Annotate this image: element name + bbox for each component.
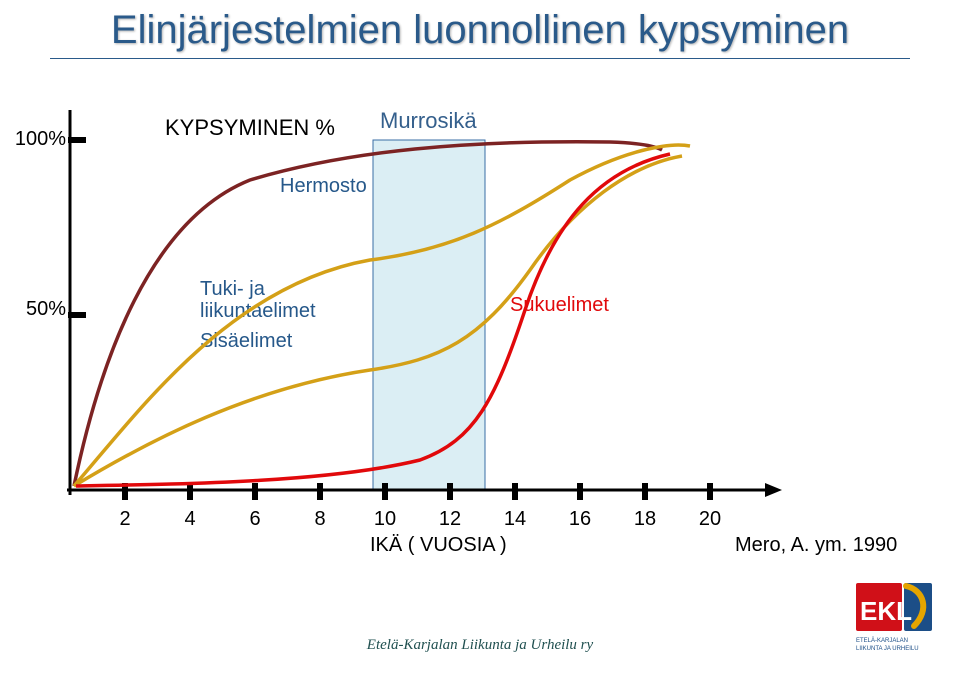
murros-box (373, 140, 485, 490)
xtick-12: 12 (435, 508, 465, 531)
svg-text:ETELÄ-KARJALAN: ETELÄ-KARJALAN (856, 637, 908, 644)
xtick-4: 4 (175, 508, 205, 531)
xtick-8: 8 (305, 508, 335, 531)
xtick-20: 20 (695, 508, 725, 531)
y-label-100: 100% (6, 128, 66, 151)
xtick-6: 6 (240, 508, 270, 531)
chart-svg (70, 110, 830, 530)
x-axis-arrow (765, 483, 782, 497)
footer-text: Etelä-Karjalan Liikunta ja Urheilu ry (0, 637, 960, 654)
y-label-50: 50% (6, 298, 66, 321)
svg-text:LIIKUNTA JA URHEILU: LIIKUNTA JA URHEILU (856, 646, 919, 652)
x-axis-title: IKÄ ( VUOSIA ) (370, 534, 507, 557)
xtick-16: 16 (565, 508, 595, 531)
xtick-18: 18 (630, 508, 660, 531)
slide-title: Elinjärjestelmien luonnollinen kypsymine… (0, 8, 960, 53)
xtick-2: 2 (110, 508, 140, 531)
logo-eklu: EKL ETELÄ-KARJALAN LIIKUNTA JA URHEILU (854, 580, 936, 658)
xtick-14: 14 (500, 508, 530, 531)
curve-hermosto (74, 142, 662, 486)
chart (70, 110, 830, 530)
svg-text:EKL: EKL (860, 596, 912, 626)
xtick-10: 10 (370, 508, 400, 531)
citation: Mero, A. ym. 1990 (735, 534, 897, 557)
